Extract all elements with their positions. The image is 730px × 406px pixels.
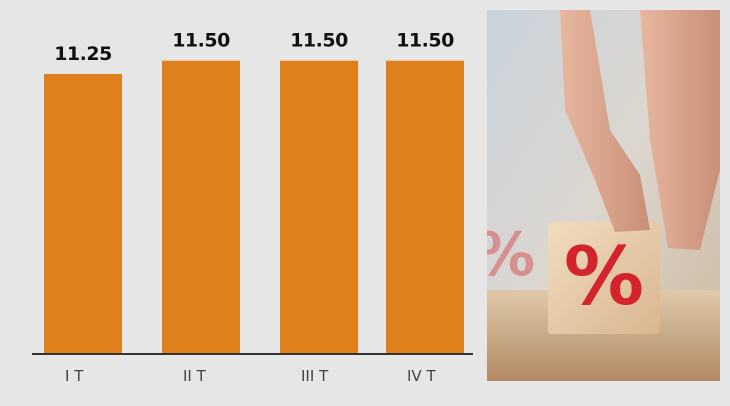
value-label: 11.50	[172, 30, 230, 52]
photo: % %	[475, 10, 720, 381]
svg-text:%: %	[475, 220, 535, 290]
x-tick-label: IV T	[407, 367, 436, 385]
x-tick-label: III T	[301, 367, 329, 385]
value-label: 11.50	[396, 30, 454, 52]
bar	[44, 74, 122, 354]
value-label: 11.50	[290, 30, 348, 52]
bar	[162, 61, 240, 354]
chart: % % 11.25 I T 11.50 II T 11.50 III T 11.50 IV T	[0, 0, 730, 406]
value-label: 11.25	[54, 43, 112, 65]
bar	[280, 61, 358, 354]
svg-text:%: %	[564, 230, 644, 323]
x-tick-label: I T	[65, 367, 84, 385]
x-tick-label: II T	[183, 367, 207, 385]
bar	[386, 61, 464, 354]
page: {"chart_data": {"type": "bar", "categori…	[0, 0, 730, 406]
